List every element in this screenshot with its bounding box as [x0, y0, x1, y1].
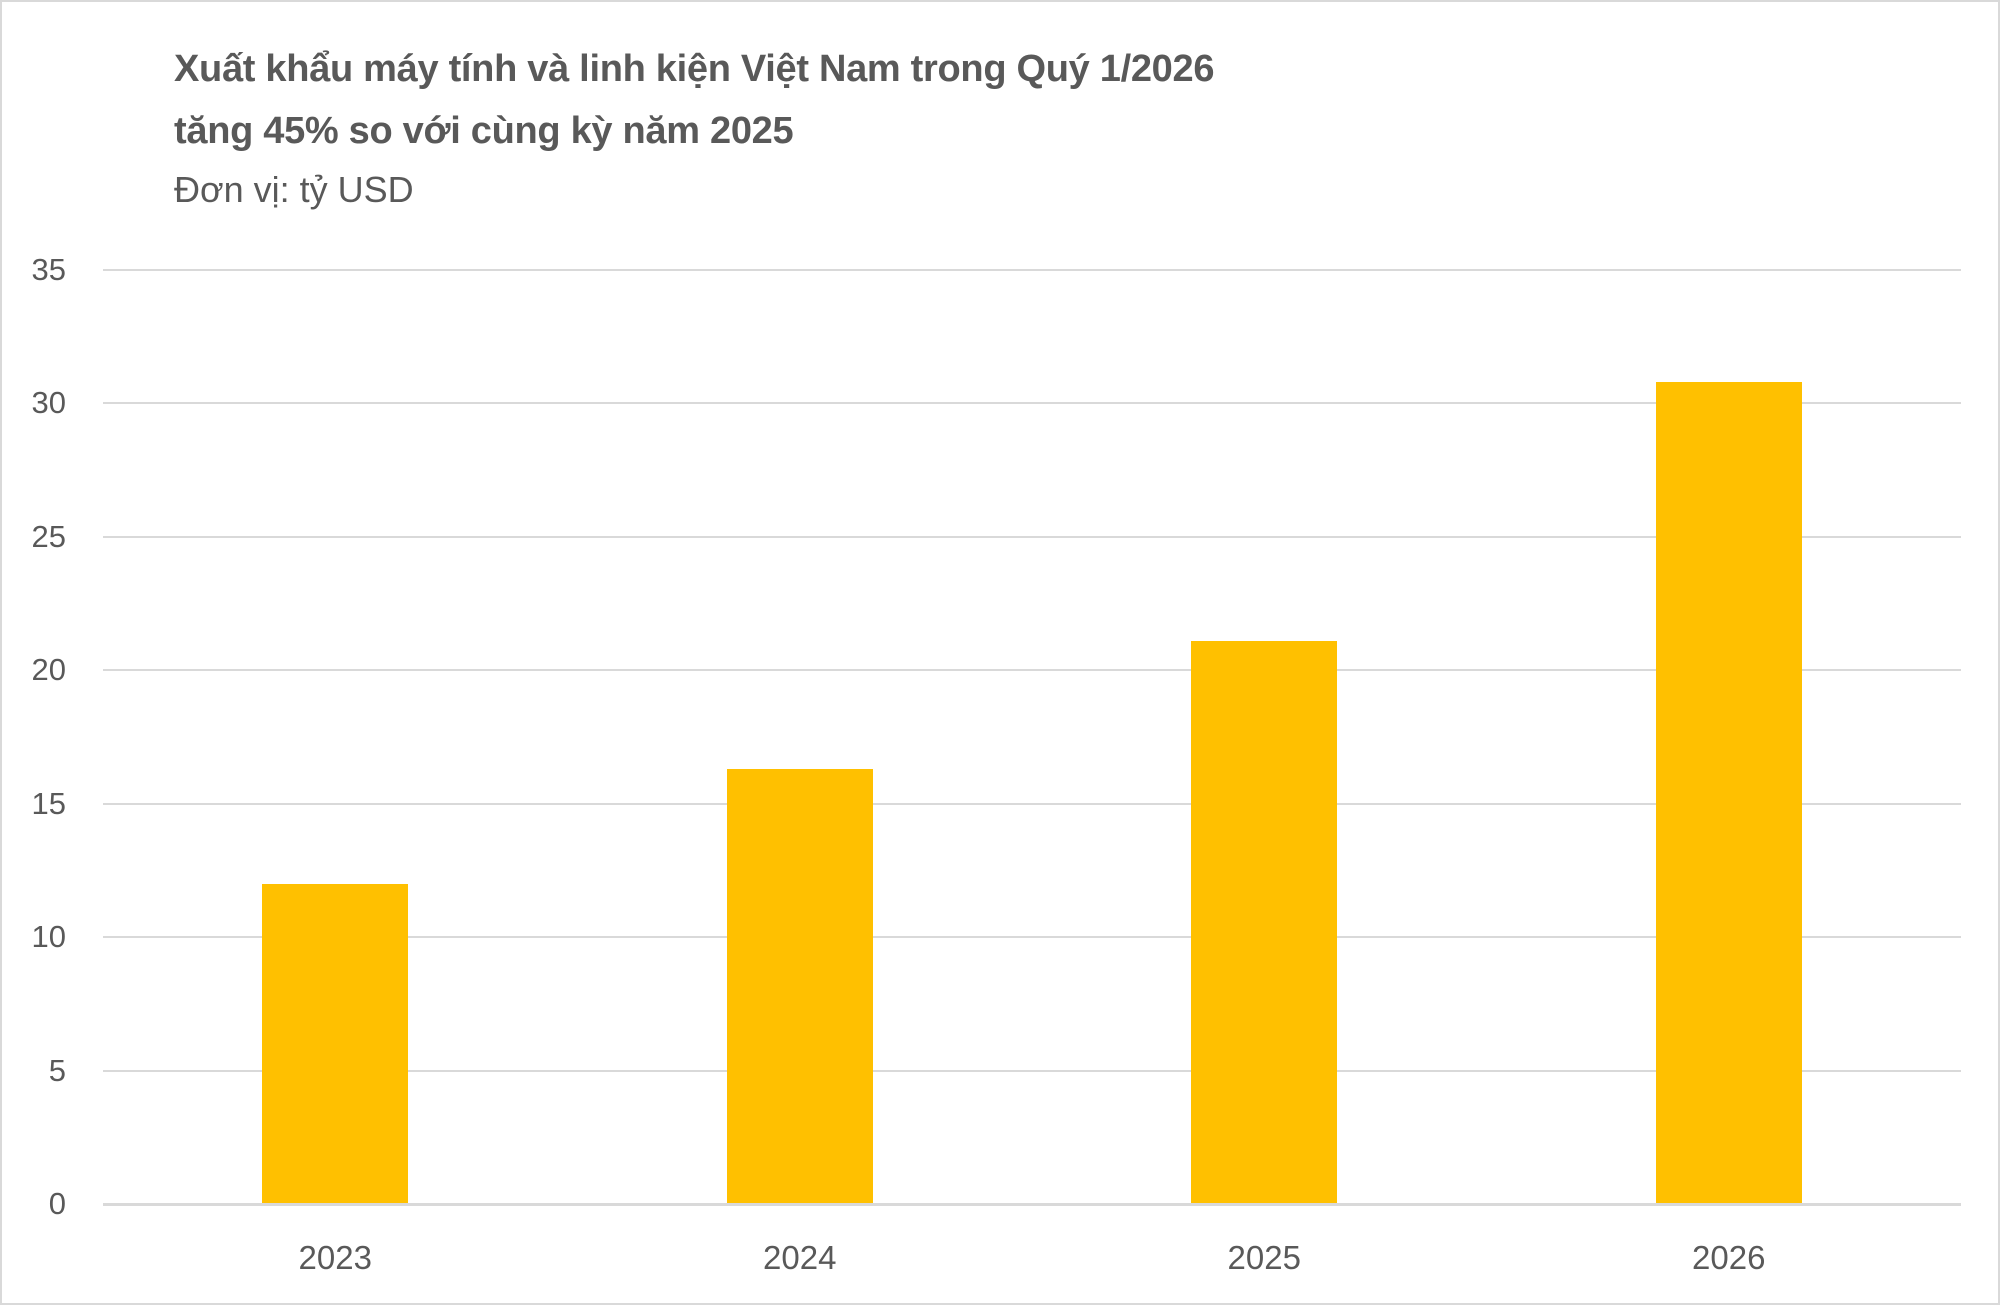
- y-tick-label: 35: [31, 252, 66, 287]
- bar-2025: [1191, 640, 1338, 1204]
- y-tick-label: 30: [31, 385, 66, 421]
- gridline: [103, 669, 1961, 672]
- gridline: [103, 402, 1961, 405]
- gridline: [103, 802, 1961, 805]
- y-tick-label: 20: [31, 652, 66, 688]
- gridline: [103, 535, 1961, 538]
- bar-2026: [1655, 382, 1802, 1204]
- bar-2023: [262, 883, 409, 1204]
- chart-title: Xuất khẩu máy tính và linh kiện Việt Nam…: [174, 38, 1214, 162]
- x-tick-label: 2024: [763, 1239, 837, 1276]
- y-tick-label: 5: [48, 1052, 66, 1088]
- x-axis-line: [103, 1203, 1961, 1206]
- y-tick-label: 10: [31, 919, 66, 955]
- gridline: [103, 936, 1961, 939]
- chart-subtitle: Đơn vị: tỷ USD: [174, 169, 414, 210]
- bar-2024: [726, 769, 873, 1204]
- gridline: [103, 269, 1961, 271]
- chart-title-line-2: tăng 45% so với cùng kỳ năm 2025: [174, 110, 794, 152]
- x-tick-label: 2023: [298, 1239, 372, 1276]
- x-tick-label: 2025: [1227, 1239, 1301, 1276]
- y-tick-label: 25: [31, 518, 66, 554]
- y-tick-label: 15: [31, 785, 66, 821]
- gridline: [103, 1069, 1961, 1072]
- y-tick-label: 0: [48, 1186, 66, 1221]
- x-tick-label: 2026: [1692, 1239, 1766, 1276]
- chart-title-line-1: Xuất khẩu máy tính và linh kiện Việt Nam…: [174, 48, 1215, 90]
